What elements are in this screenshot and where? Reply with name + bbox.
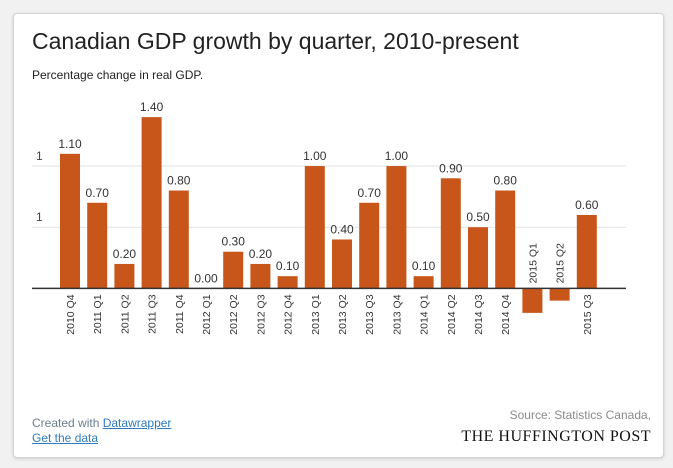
bar — [223, 251, 244, 289]
x-tick-label: 2014 Q2 — [446, 294, 458, 334]
x-tick-label: 2012 Q3 — [255, 294, 267, 334]
data-label: 0.30 — [222, 235, 246, 249]
bar — [576, 215, 597, 289]
datawrapper-link[interactable]: Datawrapper — [102, 416, 172, 430]
footer-credits: Created with Datawrapper Get the data — [32, 416, 171, 446]
data-label: 0.00 — [194, 271, 218, 285]
bar — [168, 190, 189, 289]
data-label: 1.00 — [385, 149, 409, 163]
footer-source: Source: Statistics Canada, THE HUFFINGTO… — [461, 408, 651, 446]
bar — [87, 202, 108, 289]
bar — [250, 263, 271, 289]
data-label: 0.90 — [439, 161, 463, 175]
data-label: 0.50 — [466, 210, 490, 224]
data-label: 0.60 — [575, 198, 599, 212]
bar — [141, 117, 162, 289]
bar — [468, 227, 488, 289]
y-tick-label: 1 — [36, 210, 43, 224]
data-label: 1.00 — [303, 149, 327, 163]
data-label: 0.80 — [494, 174, 518, 188]
data-label: 0.40 — [330, 222, 354, 236]
x-tick-label: 2011 Q1 — [92, 294, 104, 334]
huffington-post-logo: THE HUFFINGTON POST — [461, 428, 651, 445]
x-tick-label: 2015 Q1 — [527, 243, 539, 283]
bar — [495, 190, 516, 289]
bar — [60, 153, 80, 289]
x-tick-label: 2014 Q4 — [500, 294, 512, 334]
data-label: 0.10 — [412, 259, 436, 273]
x-tick-label: 2011 Q2 — [119, 294, 131, 334]
data-label: 0.10 — [276, 259, 300, 273]
x-tick-label: 2013 Q4 — [391, 294, 403, 334]
source-text: Source: Statistics Canada, — [509, 408, 651, 422]
data-label: 0.70 — [358, 186, 382, 200]
data-label: 0.80 — [167, 174, 191, 188]
bar — [277, 276, 298, 289]
get-the-data-link[interactable]: Get the data — [32, 431, 99, 445]
bar — [114, 263, 135, 289]
x-tick-label: 2014 Q3 — [473, 294, 485, 334]
x-tick-label: 2012 Q2 — [228, 294, 240, 334]
x-tick-label: 2015 Q3 — [582, 294, 594, 334]
bar-chart: 1 1 1.10 2010 Q4 0.70 2011 Q1 0.20 2011 Q2 1.40 2… — [32, 100, 626, 335]
bar — [549, 288, 570, 301]
bar — [332, 239, 352, 289]
data-label: 1.10 — [58, 137, 82, 151]
chart-subtitle: Percentage change in real GDP. — [32, 68, 204, 82]
data-label: 0.20 — [249, 247, 273, 261]
chart-title: Canadian GDP growth by quarter, 2010-pre… — [32, 28, 519, 54]
x-tick-label: 2012 Q1 — [201, 294, 213, 334]
x-tick-label: 2013 Q2 — [337, 294, 349, 334]
bar — [304, 166, 325, 289]
x-tick-label: 2012 Q4 — [283, 294, 295, 334]
data-label: 0.70 — [86, 186, 110, 200]
chart-card: Canadian GDP growth by quarter, 2010-pre… — [13, 13, 664, 458]
bar — [386, 166, 407, 289]
data-label: 1.40 — [140, 100, 164, 114]
x-tick-label: 2011 Q3 — [147, 294, 159, 334]
x-tick-label: 2015 Q2 — [555, 243, 567, 283]
created-with-text: Created with — [32, 416, 100, 430]
x-tick-label: 2014 Q1 — [419, 294, 431, 334]
bar — [440, 178, 461, 289]
bar — [413, 276, 434, 289]
bar — [359, 202, 380, 289]
x-tick-label: 2010 Q4 — [65, 294, 77, 334]
x-tick-label: 2011 Q4 — [174, 294, 186, 334]
x-tick-label: 2013 Q1 — [310, 294, 322, 334]
bar — [522, 288, 543, 313]
data-label: 0.20 — [113, 247, 137, 261]
y-tick-label: 1 — [36, 149, 43, 163]
x-tick-label: 2013 Q3 — [364, 294, 376, 334]
